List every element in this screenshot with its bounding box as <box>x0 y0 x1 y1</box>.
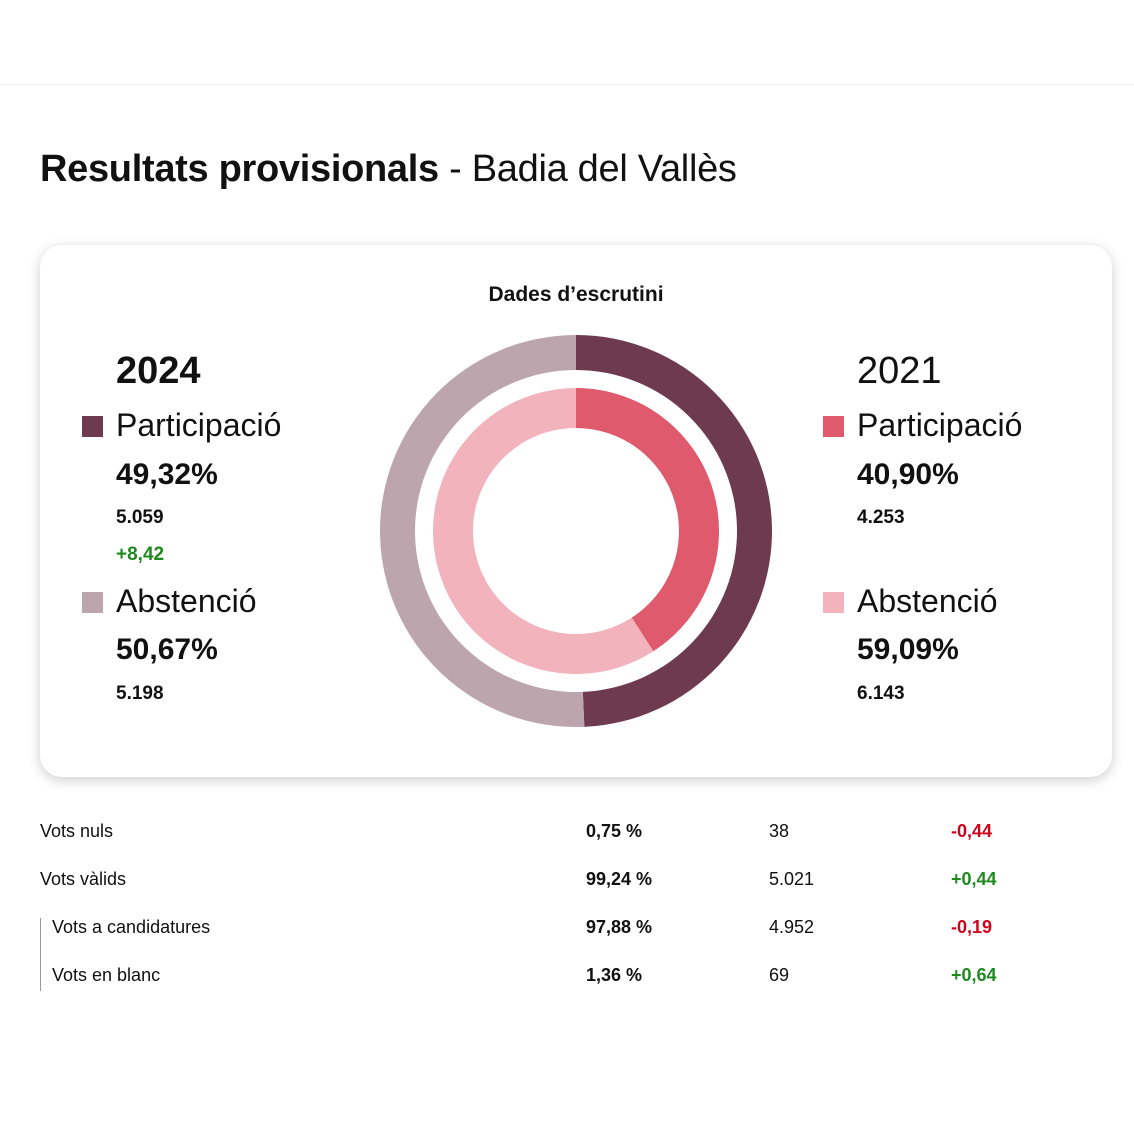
row-label: Vots nuls <box>40 821 114 841</box>
donut-slice-participaci-2024 <box>576 335 772 727</box>
table-row-vots-nuls: Vots nuls 0,75 % 38 -0,44 <box>40 821 1040 851</box>
legend-label-participation-2024: Participació <box>116 407 282 443</box>
card-title: Dades d’escrutini <box>488 283 664 306</box>
row-pct: 1,36 % <box>586 965 643 985</box>
row-count: 4.952 <box>769 917 815 937</box>
participation-count-2024: 5.059 <box>116 507 164 528</box>
abstention-count-2021: 6.143 <box>857 683 905 704</box>
row-diff: -0,44 <box>951 821 993 841</box>
row-pct: 99,24 % <box>586 869 653 889</box>
row-label: Vots vàlids <box>40 869 127 889</box>
donut-slice-abstenci-2024 <box>379 335 585 728</box>
row-diff: +0,44 <box>951 869 997 889</box>
row-pct: 0,75 % <box>586 821 643 841</box>
table-row-vots-blanc: Vots en blanc 1,36 % 69 +0,64 <box>40 965 1040 995</box>
page-title: Resultats provisionals - Badia del Vallè… <box>40 148 737 191</box>
abstention-pct-2024: 50,67% <box>116 633 218 666</box>
donut-slice-participaci-2021 <box>576 388 719 652</box>
table-row-vots-candidatures: Vots a candidatures 97,88 % 4.952 -0,19 <box>40 917 1040 947</box>
row-count: 69 <box>769 965 790 985</box>
abstention-count-2024: 5.198 <box>116 683 164 704</box>
row-label: Vots a candidatures <box>52 917 211 937</box>
legend-swatch-abstention-2024 <box>82 592 103 613</box>
table-row-vots-valids: Vots vàlids 99,24 % 5.021 +0,44 <box>40 869 1040 899</box>
turnout-card: Dades d’escrutini 2024 Participació 49,3… <box>40 245 1112 777</box>
row-label: Vots en blanc <box>52 965 161 985</box>
row-diff: +0,64 <box>951 965 997 985</box>
legend-label-abstention-2021: Abstenció <box>857 583 998 619</box>
header-divider <box>0 84 1134 85</box>
participation-count-2021: 4.253 <box>857 507 905 528</box>
page-title-bold: Resultats provisionals <box>40 148 439 190</box>
legend-label-participation-2021: Participació <box>857 407 1023 443</box>
page-title-location: - Badia del Vallès <box>438 148 737 190</box>
legend-label-abstention-2024: Abstenció <box>116 583 257 619</box>
year-2021: 2021 <box>857 350 942 392</box>
donut-slice-abstenci-2021 <box>432 388 654 674</box>
participation-diff-2024: +8,42 <box>116 544 165 565</box>
turnout-donut-chart <box>379 335 772 728</box>
legend-swatch-participation-2021 <box>823 416 844 437</box>
legend-swatch-participation-2024 <box>82 416 103 437</box>
legend-swatch-abstention-2021 <box>823 592 844 613</box>
participation-pct-2021: 40,90% <box>857 458 959 491</box>
sub-rows-indent-line <box>40 918 41 991</box>
participation-pct-2024: 49,32% <box>116 458 218 491</box>
abstention-pct-2021: 59,09% <box>857 633 959 666</box>
row-pct: 97,88 % <box>586 917 653 937</box>
year-2024: 2024 <box>116 350 201 392</box>
row-diff: -0,19 <box>951 917 993 937</box>
row-count: 5.021 <box>769 869 815 889</box>
row-count: 38 <box>769 821 790 841</box>
